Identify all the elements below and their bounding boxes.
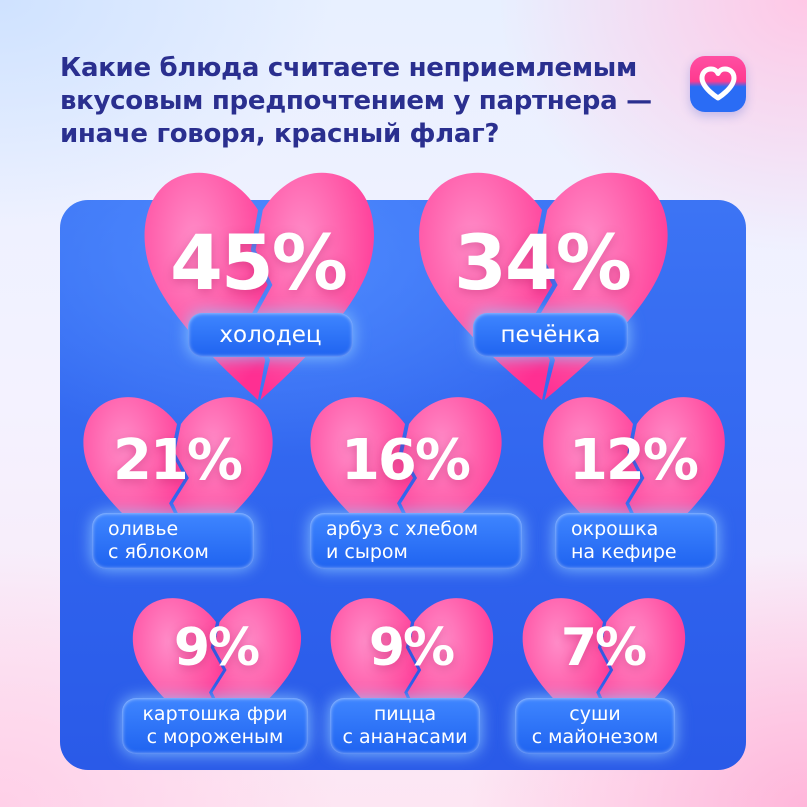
category-label-line: пицца bbox=[373, 703, 437, 725]
title-line: вкусовым предпочтением у партнера — bbox=[60, 86, 652, 116]
category-label: арбуз с хлебом и сыром bbox=[310, 513, 522, 569]
category-label-line: печёнка bbox=[500, 322, 601, 348]
category-label-line: с майонезом bbox=[531, 726, 659, 748]
category-label-line: арбуз с хлебом bbox=[326, 518, 479, 540]
value-label: 16% bbox=[340, 428, 471, 493]
category-label-line: на кефире bbox=[571, 541, 677, 563]
result-card: 34% bbox=[412, 160, 672, 410]
category-label-line: картошка фри bbox=[142, 703, 288, 725]
title-line: иначе говоря, красный флаг? bbox=[60, 119, 500, 149]
result-card: 45% bbox=[138, 160, 378, 410]
category-label-line: с мороженым bbox=[146, 726, 284, 748]
category-label: холодец bbox=[188, 313, 353, 357]
category-label-line: и сыром bbox=[326, 541, 408, 563]
value-label: 34% bbox=[454, 218, 632, 307]
category-label: пицца с ананасами bbox=[330, 698, 480, 754]
category-label: суши с майонезом bbox=[515, 698, 675, 754]
category-label-line: с яблоком bbox=[108, 541, 209, 563]
value-label: 9% bbox=[368, 618, 455, 678]
category-label: картошка фри с мороженым bbox=[122, 698, 308, 754]
category-label-line: холодец bbox=[219, 322, 322, 348]
value-label: 45% bbox=[170, 218, 348, 307]
value-label: 7% bbox=[560, 618, 647, 678]
category-label: печёнка bbox=[473, 313, 628, 357]
value-label: 9% bbox=[173, 618, 260, 678]
category-label-line: оливье bbox=[108, 518, 179, 540]
category-label: оливье с яблоком bbox=[92, 513, 254, 569]
title-line: Какие блюда считаете неприемлемым bbox=[60, 53, 637, 83]
category-label-line: окрошка bbox=[571, 518, 659, 540]
value-label: 21% bbox=[112, 428, 243, 493]
heart-logo-icon bbox=[690, 56, 746, 112]
category-label: окрошка на кефире bbox=[555, 513, 717, 569]
page-title: Какие блюда считаете неприемлемым вкусов… bbox=[60, 52, 680, 151]
category-label-line: суши bbox=[569, 703, 621, 725]
value-label: 12% bbox=[568, 428, 699, 493]
category-label-line: с ананасами bbox=[342, 726, 468, 748]
